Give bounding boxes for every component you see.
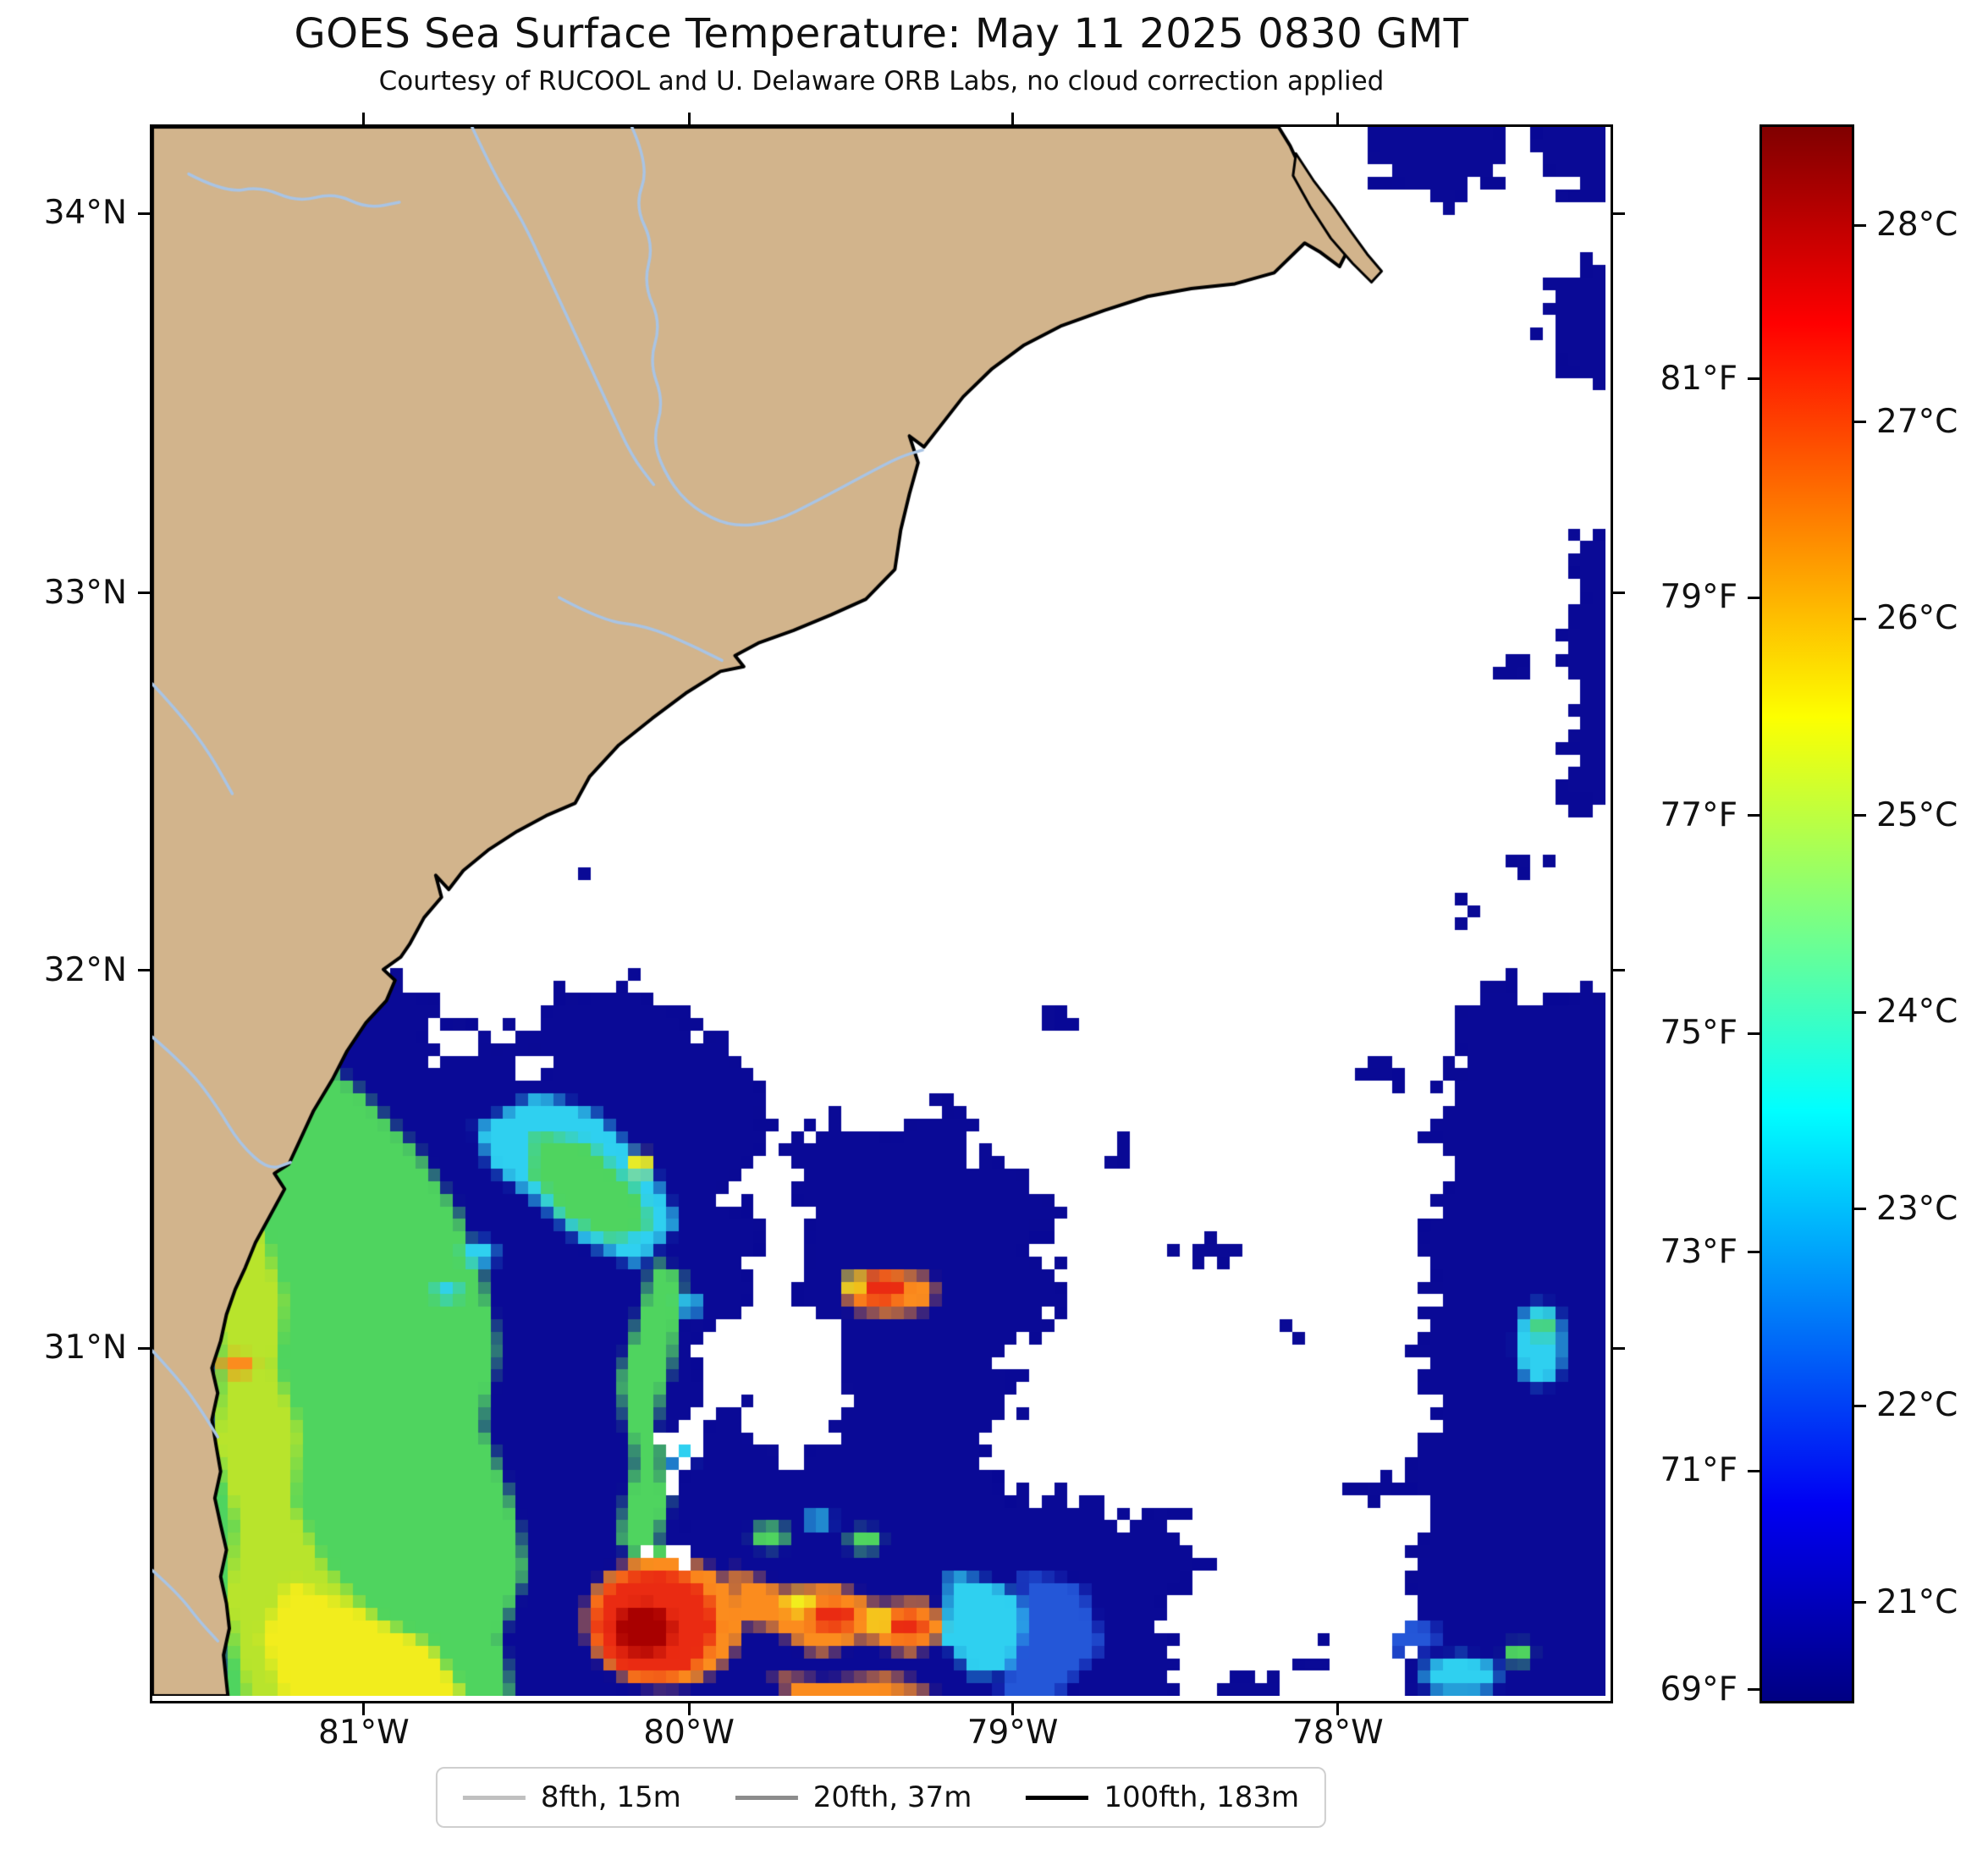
colorbar-c-label: 22°C: [1876, 1386, 1958, 1425]
colorbar-f-label: 71°F: [1660, 1451, 1737, 1490]
colorbar-c-tick-mark: [1852, 814, 1866, 817]
colorbar-c-label: 26°C: [1876, 599, 1958, 638]
legend-line-100fth-icon: [1026, 1795, 1089, 1800]
y-tick-label: 32°N: [43, 950, 127, 989]
colorbar-f-label: 81°F: [1660, 359, 1737, 398]
colorbar-f-tick-mark: [1748, 814, 1762, 817]
contour-depth-legend: 8fth, 15m 20fth, 37m 100fth, 183m: [435, 1767, 1327, 1828]
legend-item-8fth: 8fth, 15m: [462, 1780, 681, 1814]
x-tick-label: 79°W: [966, 1714, 1059, 1752]
figure-subtitle: Courtesy of RUCOOL and U. Delaware ORB L…: [378, 66, 1385, 96]
colorbar-c-tick-mark: [1852, 223, 1866, 227]
colorbar-f-tick-mark: [1748, 1688, 1762, 1692]
y-tick-mark-right: [1611, 1346, 1625, 1350]
colorbar-f-tick-mark: [1748, 377, 1762, 381]
x-tick-mark-top: [362, 113, 366, 127]
y-tick-mark: [138, 969, 152, 972]
y-tick-label: 33°N: [43, 573, 127, 612]
x-tick-label: 81°W: [317, 1714, 410, 1752]
y-tick-label: 34°N: [43, 194, 127, 233]
x-tick-mark: [362, 1701, 366, 1715]
x-tick-label: 80°W: [643, 1714, 735, 1752]
colorbar-f-label: 69°F: [1660, 1670, 1737, 1709]
x-tick-label: 78°W: [1291, 1714, 1384, 1752]
x-tick-mark-top: [687, 113, 691, 127]
colorbar-c-label: 21°C: [1876, 1582, 1958, 1621]
legend-line-20fth-icon: [735, 1795, 798, 1800]
colorbar-c-tick-mark: [1852, 1601, 1866, 1604]
colorbar-f-label: 77°F: [1660, 795, 1737, 834]
colorbar-c-tick-mark: [1852, 1010, 1866, 1014]
colorbar-f-label: 73°F: [1660, 1232, 1737, 1271]
colorbar-c-tick-mark: [1852, 617, 1866, 620]
x-tick-mark: [1011, 1701, 1015, 1715]
y-tick-mark: [138, 1346, 152, 1350]
colorbar-c-tick-mark: [1852, 1208, 1866, 1211]
legend-label-8fth: 8fth, 15m: [540, 1780, 681, 1814]
y-tick-label: 31°N: [43, 1329, 127, 1367]
colorbar-f-tick-mark: [1748, 1032, 1762, 1035]
colorbar-c-label: 27°C: [1876, 402, 1958, 441]
colorbar-c-label: 23°C: [1876, 1189, 1958, 1228]
colorbar-c-label: 25°C: [1876, 795, 1958, 834]
colorbar-c-label: 28°C: [1876, 206, 1958, 245]
legend-label-20fth: 20fth, 37m: [812, 1780, 972, 1814]
colorbar-c-tick-mark: [1852, 421, 1866, 424]
colorbar-f-label: 75°F: [1660, 1014, 1737, 1053]
legend-item-20fth: 20fth, 37m: [735, 1780, 972, 1814]
colorbar-c-label: 24°C: [1876, 993, 1958, 1032]
legend-item-100fth: 100fth, 183m: [1026, 1780, 1299, 1814]
colorbar-f-label: 79°F: [1660, 578, 1737, 617]
sst-map-canvas: [152, 127, 1605, 1696]
y-tick-mark: [138, 592, 152, 595]
figure-title: GOES Sea Surface Temperature: May 11 202…: [294, 10, 1469, 58]
y-tick-mark-right: [1611, 212, 1625, 215]
y-tick-mark: [138, 212, 152, 215]
x-tick-mark-top: [1336, 113, 1340, 127]
y-tick-mark-right: [1611, 592, 1625, 595]
x-tick-mark: [687, 1701, 691, 1715]
y-tick-mark-right: [1611, 969, 1625, 972]
map-plot-area: [150, 124, 1613, 1703]
x-tick-mark-top: [1011, 113, 1015, 127]
legend-line-8fth-icon: [462, 1795, 526, 1800]
legend-label-100fth: 100fth, 183m: [1104, 1780, 1300, 1814]
colorbar-f-tick-mark: [1748, 1251, 1762, 1254]
x-tick-mark: [1336, 1701, 1340, 1715]
colorbar-gradient: [1759, 124, 1854, 1703]
colorbar-f-tick-mark: [1748, 1469, 1762, 1472]
colorbar-f-tick-mark: [1748, 596, 1762, 599]
colorbar-c-tick-mark: [1852, 1404, 1866, 1407]
